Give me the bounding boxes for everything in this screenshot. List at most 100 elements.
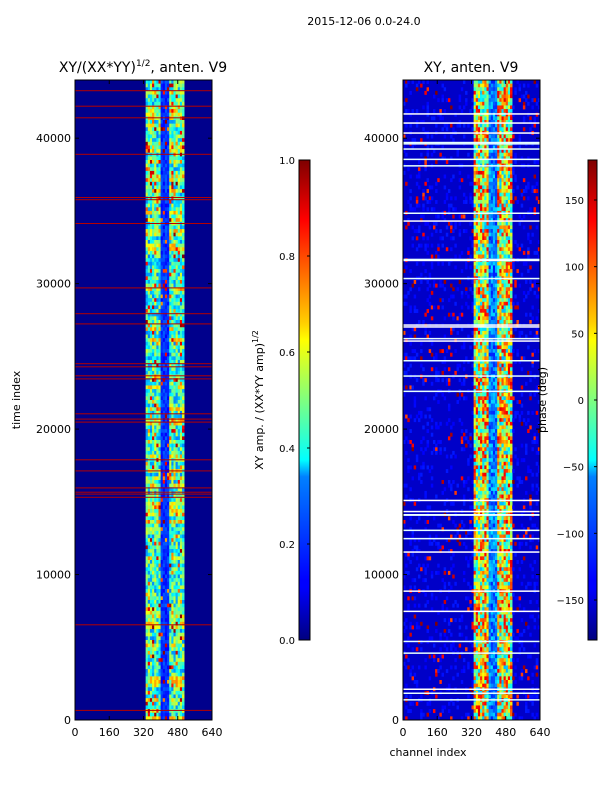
heatmap-cell	[179, 356, 183, 361]
heatmap-cell	[415, 309, 419, 314]
heatmap-cell	[164, 538, 168, 543]
heatmap-cell	[149, 461, 153, 466]
heatmap-cell	[480, 272, 483, 277]
heatmap-cell	[158, 600, 161, 604]
heatmap-cell	[484, 101, 487, 106]
heatmap-cell	[177, 363, 181, 368]
heatmap-cell	[441, 156, 444, 161]
heatmap-cell	[171, 316, 174, 321]
heatmap-cell	[156, 436, 159, 441]
heatmap-cell	[473, 116, 477, 121]
heatmap-cell	[490, 312, 494, 317]
heatmap-cell	[149, 101, 153, 106]
heatmap-cell	[158, 149, 161, 154]
heatmap-cell	[154, 494, 157, 499]
heatmap-cell	[486, 192, 489, 197]
heatmap-cell	[482, 240, 485, 244]
heatmap-cell	[156, 560, 159, 564]
heatmap-cell	[175, 341, 179, 346]
heatmap-cell	[516, 305, 519, 310]
heatmap-cell	[441, 243, 444, 248]
heatmap-cell	[182, 240, 185, 244]
heatmap-cell	[495, 229, 498, 234]
heatmap-cell	[154, 130, 157, 135]
heatmap-cell	[149, 258, 153, 263]
heatmap-cell	[145, 130, 149, 135]
heatmap-cell	[164, 98, 168, 103]
heatmap-cell	[156, 690, 159, 695]
heatmap-cell	[167, 385, 170, 390]
heatmap-cell	[152, 625, 155, 630]
heatmap-cell	[164, 400, 168, 404]
heatmap-cell	[179, 338, 183, 343]
heatmap-cell	[152, 156, 155, 161]
heatmap-cell	[152, 545, 155, 550]
heatmap-cell	[156, 472, 159, 477]
heatmap-cell	[160, 236, 164, 241]
heatmap-stripe	[75, 487, 212, 489]
heatmap-cell	[486, 178, 489, 183]
heatmap-cell	[147, 709, 151, 714]
heatmap-cell	[443, 200, 447, 204]
y-tick-label: 20000	[36, 423, 71, 436]
heatmap-cell	[167, 589, 170, 594]
heatmap-cell	[156, 225, 159, 230]
heatmap-cell	[505, 123, 509, 128]
heatmap-cell	[177, 647, 181, 652]
heatmap-cell	[182, 407, 185, 412]
heatmap-cell	[177, 138, 181, 143]
heatmap-cell	[179, 450, 183, 455]
heatmap-cell	[171, 549, 174, 554]
heatmap-cell	[158, 527, 161, 532]
heatmap-cell	[173, 283, 176, 288]
heatmap-cell	[154, 389, 157, 394]
heatmap-cell	[147, 87, 151, 92]
heatmap-cell	[158, 447, 161, 452]
heatmap-cell	[169, 207, 172, 212]
heatmap-cell	[426, 101, 429, 106]
heatmap-cell	[147, 672, 151, 677]
heatmap-cell	[424, 160, 427, 164]
heatmap-cell	[154, 352, 157, 357]
heatmap-cell	[160, 643, 164, 648]
heatmap-cell	[535, 316, 539, 321]
heatmap-cell	[179, 541, 183, 546]
heatmap-cell	[169, 370, 172, 375]
heatmap-cell	[169, 80, 172, 84]
heatmap-cell	[164, 472, 168, 477]
heatmap-cell	[169, 330, 172, 335]
heatmap-cell	[147, 552, 151, 557]
heatmap-cell	[424, 196, 427, 201]
heatmap-cell	[167, 298, 170, 303]
heatmap-cell	[171, 694, 174, 699]
heatmap-cell	[169, 276, 172, 281]
heatmap-cell	[152, 440, 155, 444]
heatmap-cell	[169, 640, 172, 644]
heatmap-cell	[182, 523, 185, 528]
heatmap-cell	[486, 196, 489, 201]
heatmap-cell	[179, 676, 183, 681]
heatmap-cell	[465, 229, 468, 234]
heatmap-cell	[182, 516, 185, 521]
heatmap-cell	[505, 160, 509, 164]
heatmap-cell	[171, 232, 174, 237]
heatmap-cell	[154, 138, 157, 143]
heatmap-cell	[495, 250, 498, 255]
heatmap-cell	[152, 421, 155, 426]
heatmap-cell	[177, 294, 181, 299]
heatmap-cell	[424, 243, 427, 248]
heatmap-cell	[503, 123, 507, 128]
heatmap-cell	[149, 181, 153, 186]
heatmap-cell	[415, 120, 419, 124]
heatmap-cell	[158, 712, 161, 717]
colorbar-tick-label: 0.2	[279, 540, 295, 551]
heatmap-cell	[173, 676, 176, 681]
heatmap-cell	[507, 283, 511, 288]
heatmap-cell	[160, 530, 164, 535]
heatmap-cell	[169, 636, 172, 641]
heatmap-cell	[437, 214, 440, 219]
heatmap-cell	[154, 680, 157, 684]
heatmap-cell	[175, 661, 179, 666]
heatmap-cell	[175, 189, 179, 194]
